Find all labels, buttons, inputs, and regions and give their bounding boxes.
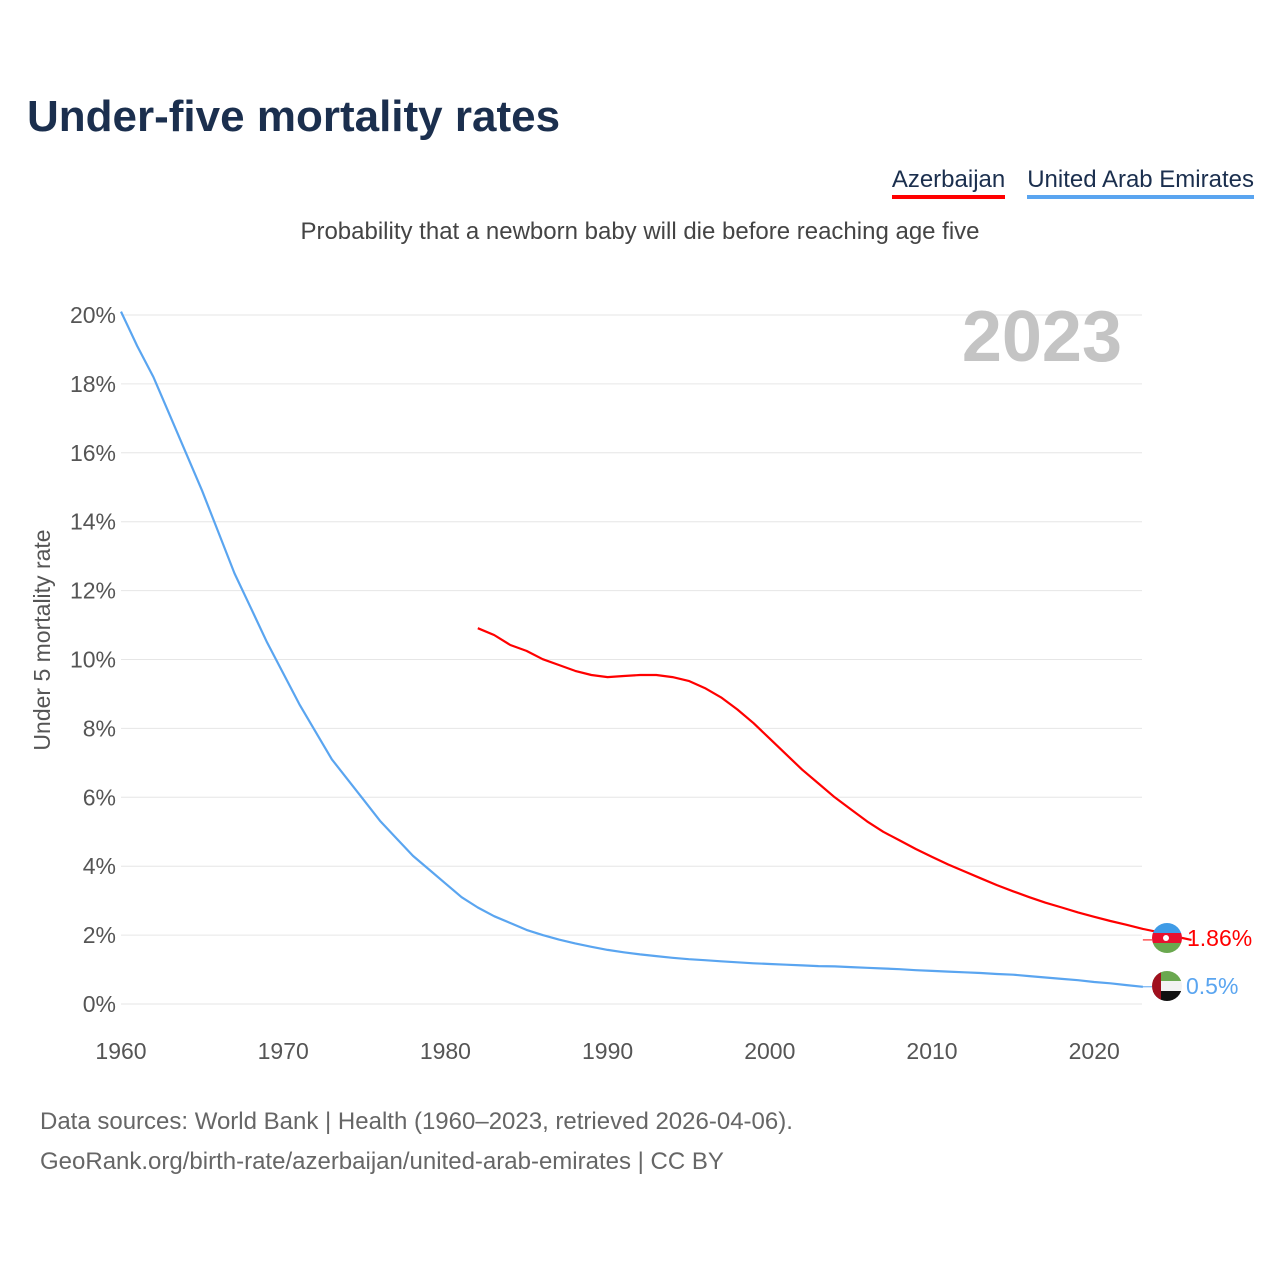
- y-axis-label: Under 5 mortality rate: [29, 529, 55, 750]
- y-tick-label: 12%: [70, 578, 116, 604]
- uae-end-label: 0.5%: [1186, 973, 1238, 999]
- y-tick-label: 8%: [83, 715, 116, 741]
- y-tick-label: 16%: [70, 440, 116, 466]
- x-tick-label: 1970: [258, 1038, 309, 1064]
- y-tick-label: 6%: [83, 784, 116, 810]
- chart-title: Under-five mortality rates: [27, 92, 561, 141]
- azerbaijan-flag-icon: [1152, 923, 1182, 953]
- x-tick-label: 1990: [582, 1038, 633, 1064]
- footer-sources: Data sources: World Bank | Health (1960–…: [40, 1108, 793, 1135]
- x-tick-label: 1960: [95, 1038, 146, 1064]
- y-tick-label: 10%: [70, 647, 116, 673]
- y-tick-label: 14%: [70, 509, 116, 535]
- series-line-united-arab-emirates: [120, 311, 1144, 988]
- legend-uae[interactable]: United Arab Emirates: [1027, 166, 1254, 199]
- x-tick-label: 1980: [420, 1038, 471, 1064]
- footer-link[interactable]: GeoRank.org/birth-rate/azerbaijan/united…: [40, 1148, 724, 1175]
- series-line-azerbaijan: [477, 627, 1192, 941]
- chart-subtitle: Probability that a newborn baby will die…: [300, 218, 980, 245]
- year-watermark: 2023: [962, 297, 1122, 377]
- legend: Azerbaijan United Arab Emirates: [891, 166, 1254, 199]
- x-tick-label: 2020: [1069, 1038, 1120, 1064]
- y-tick-label: 4%: [83, 853, 116, 879]
- x-tick-label: 2000: [744, 1038, 795, 1064]
- uae-flag-icon: [1152, 971, 1182, 1001]
- y-tick-label: 18%: [70, 371, 116, 397]
- y-tick-label: 20%: [70, 302, 116, 328]
- y-tick-label: 2%: [83, 922, 116, 948]
- legend-azerbaijan[interactable]: Azerbaijan: [891, 166, 1006, 199]
- azerbaijan-end-label: 1.86%: [1187, 925, 1252, 951]
- x-tick-label: 2010: [906, 1038, 957, 1064]
- y-tick-label: 0%: [83, 991, 116, 1017]
